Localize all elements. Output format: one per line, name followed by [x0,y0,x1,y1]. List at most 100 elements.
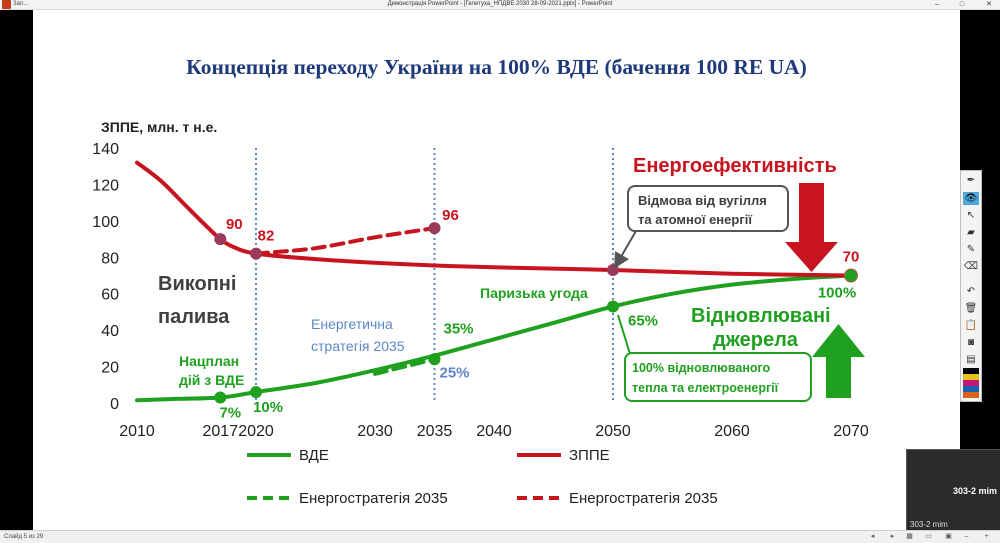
data-label: 70 [843,249,860,266]
callout-coal-pointer [613,230,637,269]
next-slide-icon[interactable]: ▸ [890,533,895,540]
color-swatch-black[interactable] [963,368,979,374]
data-label: 100% [818,285,856,302]
y-tick-label: 20 [101,360,119,377]
eye-icon[interactable]: 👁 [963,192,979,205]
renewables-arrow [812,324,865,398]
y-tick-label: 0 [110,396,119,413]
data-point [214,391,227,404]
x-tick-label: 2030 [357,423,393,440]
pencil-icon[interactable]: ✎ [966,244,976,255]
undo-icon[interactable]: ↶ [966,286,976,297]
grid-view-icon[interactable]: ▦ [906,533,913,540]
y-axis-title: ЗППЕ, млн. т н.е. [101,119,217,135]
paris-label: Паризька угода [480,285,588,301]
data-label: 25% [439,364,469,381]
legend-label: ЗППЕ [569,447,610,464]
data-point [428,222,441,235]
series-line-3 [254,226,437,256]
eraser-icon[interactable]: ⌫ [963,261,979,272]
callout-re-pointer [617,314,631,355]
data-label: 96 [442,207,459,224]
efficiency-arrow [785,183,838,272]
slide-counter: Слайд 5 из 29 [4,534,44,540]
color-swatch-orange[interactable] [963,392,979,398]
x-tick-label: 2035 [417,423,453,440]
zoom-out-icon[interactable]: – [964,533,969,540]
color-swatch-blue[interactable] [963,386,979,392]
reading-view-icon[interactable]: ▭ [925,533,932,540]
fossil-label-1: Викопні [158,273,236,295]
callout-re-line-1: 100% відновлюваного [632,361,771,375]
efficiency-label: Енергоефективність [633,155,837,177]
thumbnail-caption: 303-2 mim [910,520,948,529]
data-label: 90 [226,216,243,233]
pen-icon[interactable]: ✒ [966,175,976,186]
strategy-label-2: стратегія 2035 [311,338,405,354]
slideshow-icon[interactable]: ▣ [945,533,952,540]
renewables-label-1: Відновлювані [691,305,831,327]
callout-coal-line-1: Відмова від вугілля [638,193,767,208]
zoom-in-icon[interactable]: + [984,533,989,540]
pointer-icon[interactable]: ↖ [966,210,976,221]
document-icon[interactable]: ▤ [966,354,976,365]
maximize-button[interactable]: □ [959,1,965,8]
trash-icon[interactable]: 🗑 [964,303,978,314]
close-button[interactable]: ✕ [986,1,992,8]
y-tick-label: 100 [92,214,119,231]
x-tick-label: 2060 [714,423,750,440]
y-tick-label: 40 [101,323,119,340]
highlighter-icon[interactable]: ▰ [967,227,975,238]
window-caption: Демонстрація PowerPoint - [Гелетуха_НПДВ… [387,1,613,7]
x-tick-label: 2050 [595,423,631,440]
color-swatch-magenta[interactable] [963,380,979,386]
y-tick-label: 60 [101,287,119,304]
data-label: 7% [219,405,241,422]
x-tick-label: 2020 [238,423,274,440]
renewables-label-2: джерела [713,329,799,351]
x-tick-label: 2070 [833,423,869,440]
annotation-toolbar: ✒ 👁 ↖ ▰ ✎ ⌫ ↶ 🗑 📋 ◙ ▤ [960,170,982,402]
data-point [250,247,262,260]
callout-re-line-2: тепла та електроенергії [632,381,779,395]
video-thumbnail[interactable]: 303-2 mim 303-2 mim [906,449,1000,535]
data-point [214,233,227,246]
data-point [250,386,262,399]
clipboard-icon[interactable]: 📋 [964,320,978,331]
data-label: 82 [258,228,275,245]
camera-icon[interactable]: ◙ [967,337,975,348]
prev-slide-icon[interactable]: ◂ [870,533,875,540]
y-tick-label: 120 [92,177,119,194]
color-swatch-yellow[interactable] [963,374,979,380]
callout-coal-line-2: та атомної енергії [638,212,752,227]
x-tick-label: 2017 [203,423,239,440]
natplan-label-1: Нацплан [179,353,239,369]
x-tick-label: 2040 [476,423,512,440]
data-point [607,264,619,277]
series-line-1 [135,160,853,278]
data-label: 35% [443,320,473,337]
thumbnail-title: 303-2 mim [953,486,998,496]
data-point [428,353,441,366]
data-label: 65% [628,312,658,329]
y-tick-label: 80 [101,250,119,267]
data-point [845,269,857,282]
data-point [607,300,619,313]
slide-canvas: Концепція переходу України на 100% ВДЕ (… [33,10,960,530]
fossil-label-2: палива [158,306,230,328]
minimize-button[interactable]: – [935,1,939,8]
window-titlebar: Зап... Демонстрація PowerPoint - [Гелету… [0,0,1000,10]
left-black-border [0,10,33,530]
y-tick-label: 140 [92,141,119,158]
natplan-label-2: дій з ВДЕ [179,372,244,388]
callout-re-box [624,352,812,402]
callout-coal-box [627,185,789,232]
powerpoint-icon [2,0,11,9]
legend-label: Енергостратегія 2035 [299,490,448,507]
slide-title: Концепція переходу України на 100% ВДЕ (… [186,55,807,79]
data-label: 10% [253,399,283,416]
legend-label: Енергостратегія 2035 [569,490,718,507]
legend-label: ВДЕ [299,447,329,464]
app-name: Зап... [13,1,29,7]
